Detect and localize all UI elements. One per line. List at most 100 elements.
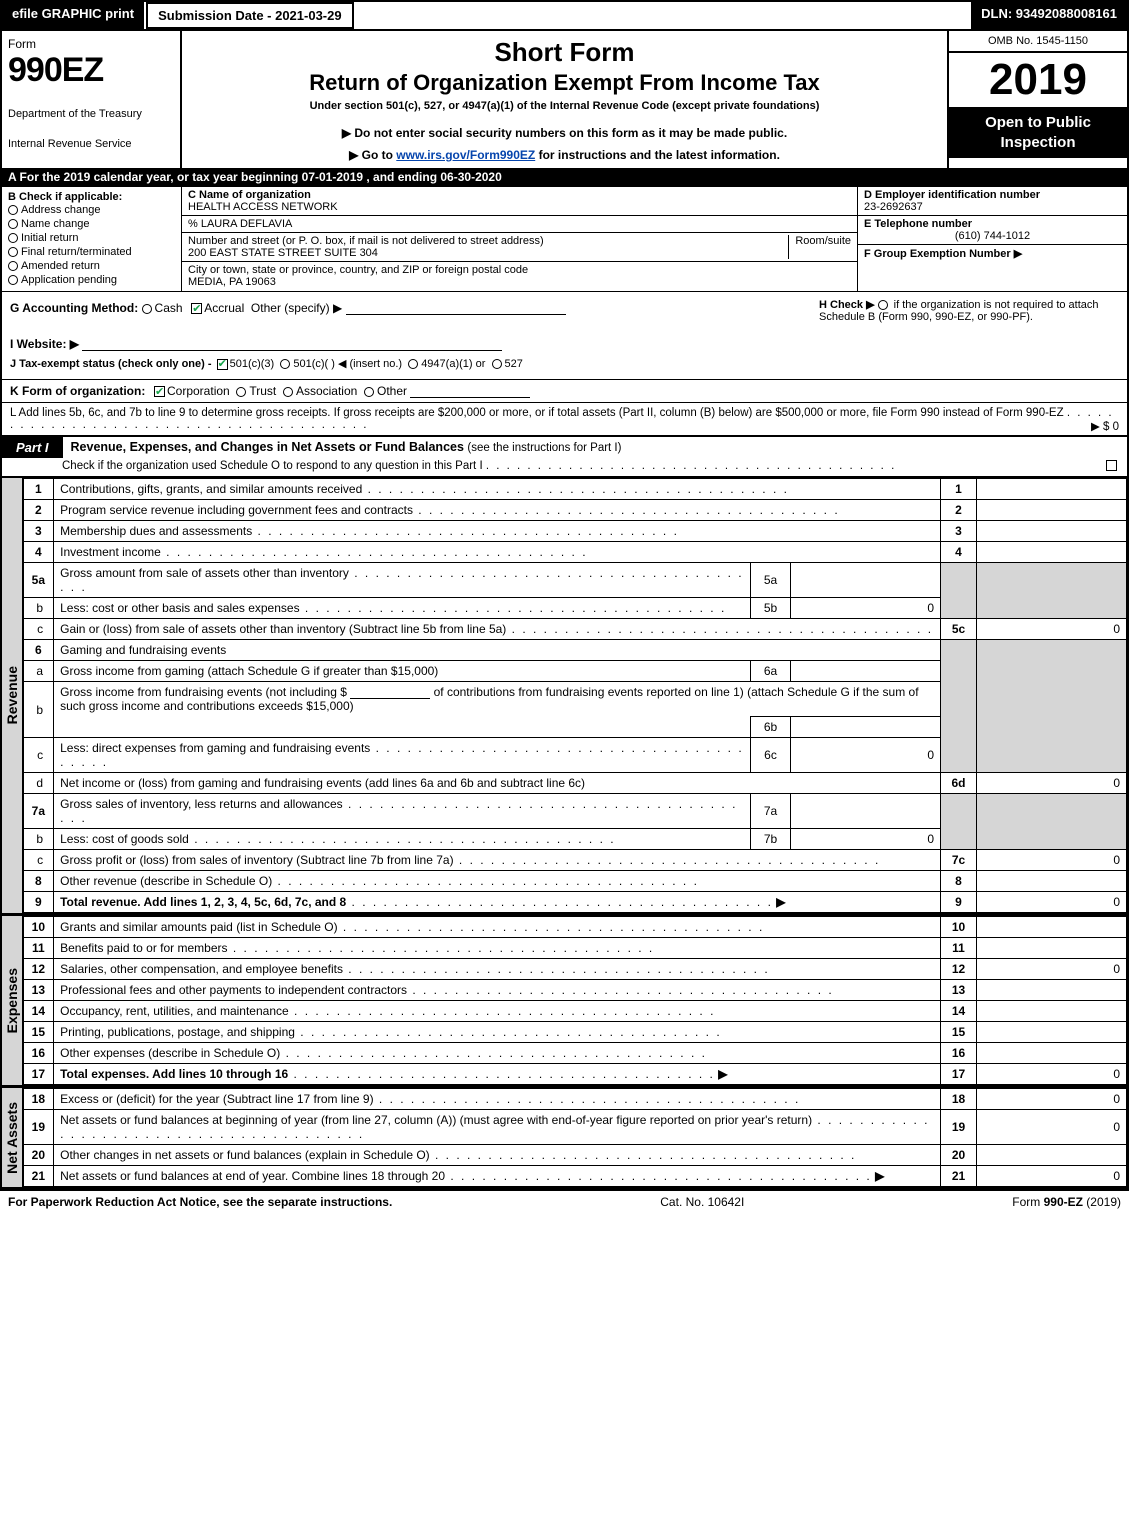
submission-date-badge: Submission Date - 2021-03-29 [146,2,354,29]
amount-cell-shade [977,640,1127,661]
dots-leader [288,1067,715,1081]
opt-address-change[interactable]: Address change [8,203,175,217]
opt-application-pending[interactable]: Application pending [8,273,175,287]
opt-label: Amended return [21,260,100,272]
e-value: (610) 744-1012 [864,230,1121,242]
row-desc: Net assets or fund balances at beginning… [60,1113,812,1127]
topbar-spacer [354,2,972,29]
j-4947: 4947(a)(1) or [421,358,485,370]
radio-icon [8,275,18,285]
opt-amended-return[interactable]: Amended return [8,259,175,273]
row-desc: Total expenses. Add lines 10 through 16 [60,1067,288,1081]
arrow-icon: ▶ [718,1067,727,1081]
checkbox-checked-icon[interactable] [217,359,228,370]
j-501c: 501(c)( ) ◀ (insert no.) [293,358,402,370]
radio-icon[interactable] [142,304,152,314]
opt-name-change[interactable]: Name change [8,217,175,231]
omb-number: OMB No. 1545-1150 [949,31,1127,53]
row-desc: Other expenses (describe in Schedule O) [60,1046,280,1060]
row-desc: Net income or (loss) from gaming and fun… [60,776,585,790]
footer-left: For Paperwork Reduction Act Notice, see … [8,1195,392,1209]
amount-cell-shade [977,661,1127,682]
row-desc: Gross income from gaming (attach Schedul… [60,664,438,678]
radio-icon [8,205,18,215]
website-input[interactable] [82,339,502,351]
checkbox-checked-icon[interactable] [154,386,165,397]
amount-cell: 0 [977,1166,1127,1187]
table-row: 19Net assets or fund balances at beginni… [24,1110,1127,1145]
d-label: D Employer identification number [864,189,1121,201]
i-line: I Website: ▶ [10,334,1119,354]
efile-print-button[interactable]: efile GRAPHIC print [2,2,146,29]
dots-leader [413,503,840,517]
opt-initial-return[interactable]: Initial return [8,231,175,245]
j-5013: 501(c)(3) [230,358,275,370]
radio-icon[interactable] [878,300,888,310]
f-group-cell: F Group Exemption Number ▶ [858,245,1127,262]
radio-icon [8,219,18,229]
k-corp: Corporation [167,384,230,398]
amount-cell: 0 [977,1089,1127,1110]
under-section: Under section 501(c), 527, or 4947(a)(1)… [192,100,937,112]
org-name: HEALTH ACCESS NETWORK [188,201,338,213]
dots-leader [430,1148,857,1162]
top-bar: efile GRAPHIC print Submission Date - 20… [2,2,1127,29]
k-other-input[interactable] [410,386,530,398]
k-other: Other [377,384,407,398]
c-name-row: C Name of organization HEALTH ACCESS NET… [182,187,857,216]
amount-cell: 0 [977,850,1127,871]
table-row: c Less: direct expenses from gaming and … [24,738,1127,773]
i-label: I Website: ▶ [10,337,79,351]
opt-label: Initial return [21,232,78,244]
radio-icon[interactable] [364,387,374,397]
table-row: d Net income or (loss) from gaming and f… [24,773,1127,794]
radio-icon[interactable] [283,387,293,397]
g-cash: Cash [155,301,183,315]
opt-label: Application pending [21,274,117,286]
net-assets-tab: Net Assets [2,1088,24,1187]
amount-cell [977,1022,1127,1043]
part1-checkbox[interactable] [1106,460,1117,471]
radio-icon[interactable] [236,387,246,397]
room-label: Room/suite [795,235,851,247]
dots-leader [161,545,588,559]
l-line: L Add lines 5b, 6c, and 7b to line 9 to … [2,402,1127,435]
table-row: 16Other expenses (describe in Schedule O… [24,1043,1127,1064]
j-527: 527 [505,358,523,370]
short-form-title: Short Form [192,37,937,68]
form-word: Form [8,37,174,51]
opt-final-return[interactable]: Final return/terminated [8,245,175,259]
radio-icon[interactable] [280,359,290,369]
amount-cell [977,1145,1127,1166]
table-row: c Gain or (loss) from sale of assets oth… [24,619,1127,640]
no-ssn-note: ▶ Do not enter social security numbers o… [192,126,937,140]
footer-right: Form 990-EZ (2019) [1012,1195,1121,1209]
radio-icon[interactable] [492,359,502,369]
column-def: D Employer identification number 23-2692… [857,187,1127,291]
row-desc: Professional fees and other payments to … [60,983,407,997]
dots-leader [486,460,896,472]
row-desc: Gross profit or (loss) from sales of inv… [60,853,453,867]
goto-link[interactable]: www.irs.gov/Form990EZ [396,148,535,162]
radio-icon[interactable] [408,359,418,369]
contrib-input[interactable] [350,687,430,699]
street-value: 200 EAST STATE STREET SUITE 304 [188,247,378,259]
goto-post: for instructions and the latest informat… [539,148,780,162]
table-row: 12Salaries, other compensation, and empl… [24,959,1127,980]
c-label: C Name of organization [188,189,311,201]
header-right: OMB No. 1545-1150 2019 Open to Public In… [947,31,1127,168]
amount-cell: 0 [977,1064,1127,1085]
row-desc: Printing, publications, postage, and shi… [60,1025,295,1039]
city-label: City or town, state or province, country… [188,264,528,276]
amount-cell [977,500,1127,521]
checkbox-checked-icon[interactable] [191,303,202,314]
row-desc: Gross amount from sale of assets other t… [60,566,349,580]
part1-box: Part I [2,437,63,458]
amount-cell: 0 [977,1110,1127,1145]
g-other-input[interactable] [346,303,566,315]
k-label: K Form of organization: [10,384,145,398]
h-block: H Check ▶ if the organization is not req… [819,298,1119,323]
revenue-tab: Revenue [2,478,24,913]
e-label: E Telephone number [864,218,1121,230]
amount-cell-shade [977,598,1127,619]
